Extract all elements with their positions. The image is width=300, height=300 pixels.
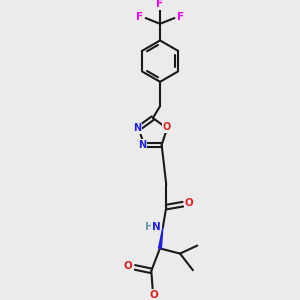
Text: F: F — [157, 0, 164, 9]
Text: F: F — [177, 12, 184, 22]
Text: N: N — [133, 123, 141, 133]
Polygon shape — [158, 228, 163, 249]
Text: N: N — [152, 222, 161, 232]
Text: O: O — [185, 198, 194, 208]
Text: H: H — [145, 222, 153, 232]
Text: F: F — [136, 12, 143, 22]
Text: O: O — [124, 261, 133, 271]
Text: N: N — [139, 140, 147, 150]
Text: O: O — [163, 122, 171, 132]
Text: O: O — [150, 290, 159, 300]
